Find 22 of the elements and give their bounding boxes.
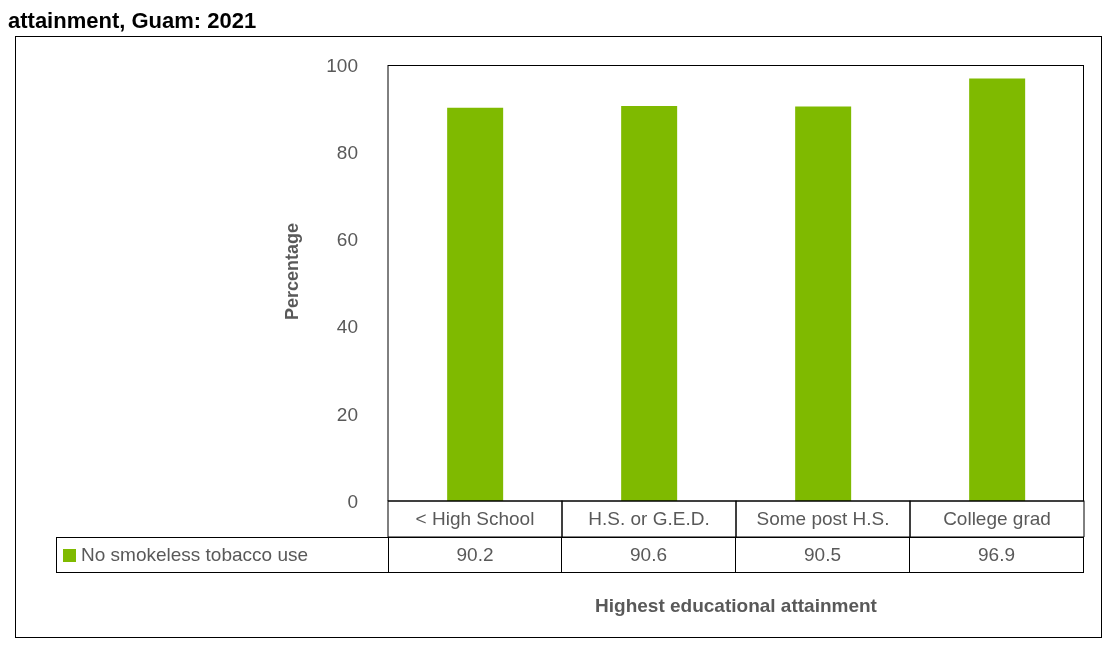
data-label: 90.5 [736,537,910,573]
x-tick-label: Some post H.S. [756,508,890,529]
y-tick-label: 60 [336,229,358,251]
bar [447,107,504,501]
y-tick-label: 100 [326,54,358,76]
legend-label: No smokeless tobacco use [81,544,309,566]
y-tick-label: 0 [347,490,358,512]
x-axis-title: Highest educational attainment [594,595,878,617]
y-axis-title: Percentage [282,222,304,320]
x-tick-label: College grad [943,508,1051,529]
y-tick-label: 20 [336,403,358,425]
x-tick-label: < High School [415,508,535,529]
text: attainment, Guam: 2021 [8,8,258,34]
data-label: 90.2 [388,537,562,573]
bar [621,105,678,501]
bar [969,78,1026,501]
y-tick-label: 80 [336,141,358,163]
bar [795,106,852,501]
data-label: 96.9 [910,537,1084,573]
x-tick-label: H.S. or G.E.D. [588,508,710,529]
data-label: 90.6 [562,537,736,573]
y-tick-label: 40 [336,316,358,338]
